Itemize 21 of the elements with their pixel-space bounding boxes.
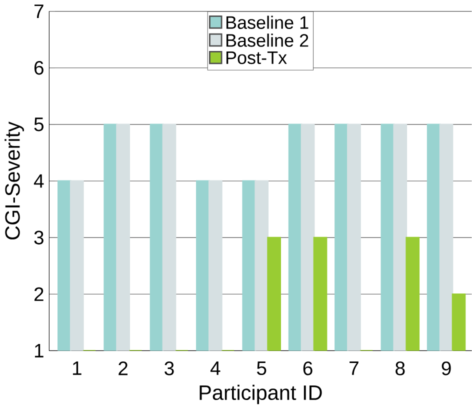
x-tick-label: 5 <box>257 362 266 376</box>
y-tick-label: 1 <box>34 344 44 358</box>
x-tick-label: 7 <box>350 362 358 375</box>
x-tick-label: 3 <box>164 362 174 376</box>
x-axis-title: Participant ID <box>200 384 322 404</box>
legend-label: Post-Tx <box>226 52 287 64</box>
x-tick-label: 2 <box>118 362 128 376</box>
x-tick-label: 9 <box>442 362 451 376</box>
y-tick-label: 7 <box>34 4 44 18</box>
legend-label: Baseline 2 <box>226 34 308 47</box>
x-tick-label: 1 <box>72 362 82 375</box>
y-tick-label: 2 <box>34 287 44 302</box>
x-tick-label: 6 <box>303 362 312 376</box>
y-tick-label: 4 <box>34 174 44 188</box>
y-tick-label: 6 <box>34 61 44 75</box>
legend-label: Baseline 1 <box>226 16 308 30</box>
x-tick-label: 8 <box>396 362 405 376</box>
y-axis-title: CGI-Severity <box>4 122 24 240</box>
x-tick-label: 4 <box>210 362 220 375</box>
y-tick-label: 5 <box>34 118 44 132</box>
y-tick-label: 3 <box>34 230 44 245</box>
